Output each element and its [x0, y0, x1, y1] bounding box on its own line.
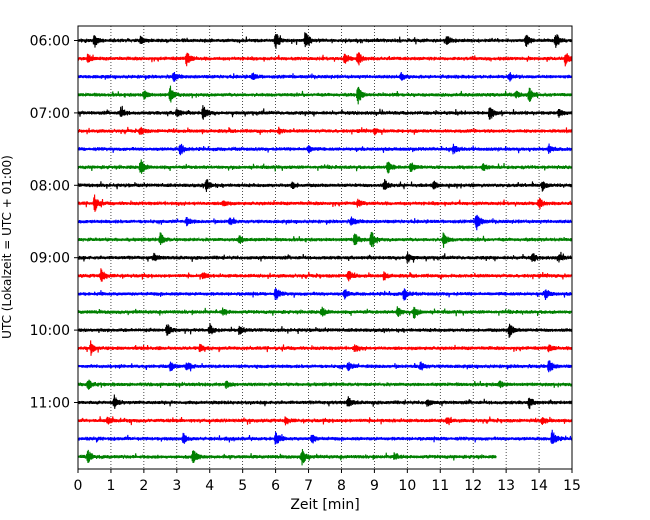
trace-1045: [77, 379, 573, 390]
x-tick-label: 5: [238, 478, 247, 494]
trace-1030: [77, 360, 573, 373]
trace-0700: [77, 105, 573, 120]
y-tick-label: 07:00: [30, 106, 70, 122]
y-axis: 06:00 07:00 08:00 09:00 10:00 11:00: [30, 34, 78, 412]
x-tick-label: 11: [431, 478, 449, 494]
trace-0945: [77, 306, 573, 319]
trace-0915: [77, 268, 573, 282]
x-tick-label: 8: [337, 478, 346, 494]
trace-0715: [77, 126, 573, 136]
trace-group: [77, 32, 573, 466]
trace-0830: [77, 214, 573, 231]
trace-0745: [77, 159, 573, 174]
x-tick-label: 1: [106, 478, 115, 494]
trace-0615: [77, 52, 573, 67]
trace-1130: [77, 429, 573, 445]
y-tick-label: 10:00: [30, 323, 70, 339]
plot-background: [78, 26, 572, 469]
trace-0630: [77, 72, 573, 82]
y-axis-label: UTC (Lokalzeit = UTC + 01:00): [0, 155, 14, 339]
trace-1015: [77, 340, 573, 356]
x-tick-label: 15: [563, 478, 581, 494]
x-tick-label: 6: [271, 478, 280, 494]
y-tick-label: 08:00: [30, 178, 70, 194]
trace-1115: [77, 416, 573, 426]
x-tick-label: 7: [304, 478, 313, 494]
trace-1000: [77, 323, 573, 338]
trace-0645: [77, 85, 573, 105]
trace-0730: [77, 143, 573, 156]
y-tick-label: 06:00: [30, 34, 70, 50]
x-tick-label: 13: [497, 478, 515, 494]
y-tick-label: 09:00: [30, 251, 70, 267]
trace-1145: [77, 449, 497, 466]
trace-0800: [77, 178, 573, 192]
x-tick-label: 14: [530, 478, 548, 494]
plot-frame: [77, 25, 573, 470]
x-axis: 0 1 2 3 4 5 6 7 8 9 10 11 12 13 14 15: [74, 469, 581, 494]
grid-lines: [110, 26, 540, 469]
x-tick-label: 10: [398, 478, 416, 494]
trace-0815: [77, 194, 573, 212]
trace-0930: [77, 288, 573, 301]
x-tick-label: 4: [205, 478, 214, 494]
trace-0845: [77, 231, 573, 248]
x-tick-label: 3: [172, 478, 181, 494]
trace-0900: [77, 251, 573, 264]
x-tick-label: 12: [464, 478, 482, 494]
trace-1100: [77, 394, 573, 410]
trace-0600: [77, 32, 573, 49]
x-axis-label: Zeit [min]: [290, 497, 359, 513]
x-tick-label: 2: [139, 478, 148, 494]
x-tick-label: 0: [74, 478, 83, 494]
x-tick-label: 9: [370, 478, 379, 494]
y-tick-label: 11:00: [30, 396, 70, 412]
